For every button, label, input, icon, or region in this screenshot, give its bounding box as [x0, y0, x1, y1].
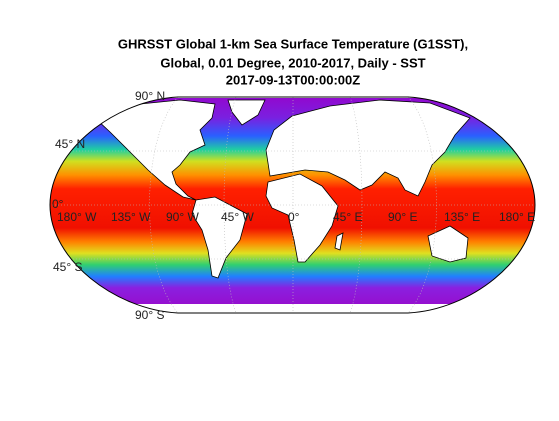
- africa: [265, 173, 339, 263]
- longitude-label: 180° W: [57, 210, 97, 224]
- south-america: [191, 196, 248, 279]
- graticule: [50, 97, 535, 313]
- longitude-label: 135° E: [444, 210, 480, 224]
- longitude-label: 90° W: [166, 210, 199, 224]
- latitude-label: 0°: [52, 197, 64, 211]
- north-america: [94, 99, 216, 201]
- longitude-label: 45° W: [221, 210, 254, 224]
- longitude-label: 45° E: [333, 210, 362, 224]
- greenland: [227, 99, 266, 126]
- latitude-label: 45° N: [55, 137, 85, 151]
- graticule-labels: 90° N 45° N 0° 45° S 90° S 180° W 135° W 90° W 4…: [52, 89, 535, 322]
- title-line: 2017-09-13T00:00:00Z: [226, 72, 360, 87]
- map-frame: [49, 96, 536, 314]
- title-block: GHRSST Global 1-km Sea Surface Temperatu…: [118, 36, 468, 87]
- latitude-label: 45° S: [53, 260, 82, 274]
- latitude-label: 90° S: [135, 308, 164, 322]
- antarctica: [50, 304, 535, 313]
- latitude-label: 90° N: [135, 89, 165, 103]
- sst-field: [50, 97, 535, 313]
- longitude-label: 90° E: [388, 210, 417, 224]
- longitude-label: 0°: [288, 210, 300, 224]
- madagascar: [334, 232, 344, 251]
- longitude-label: 135° W: [111, 210, 151, 224]
- australia: [427, 225, 469, 263]
- longitude-label: 180° E: [499, 210, 535, 224]
- eurasia: [265, 99, 471, 197]
- title-line: GHRSST Global 1-km Sea Surface Temperatu…: [118, 36, 468, 51]
- title-line: Global, 0.01 Degree, 2010-2017, Daily - …: [160, 55, 425, 70]
